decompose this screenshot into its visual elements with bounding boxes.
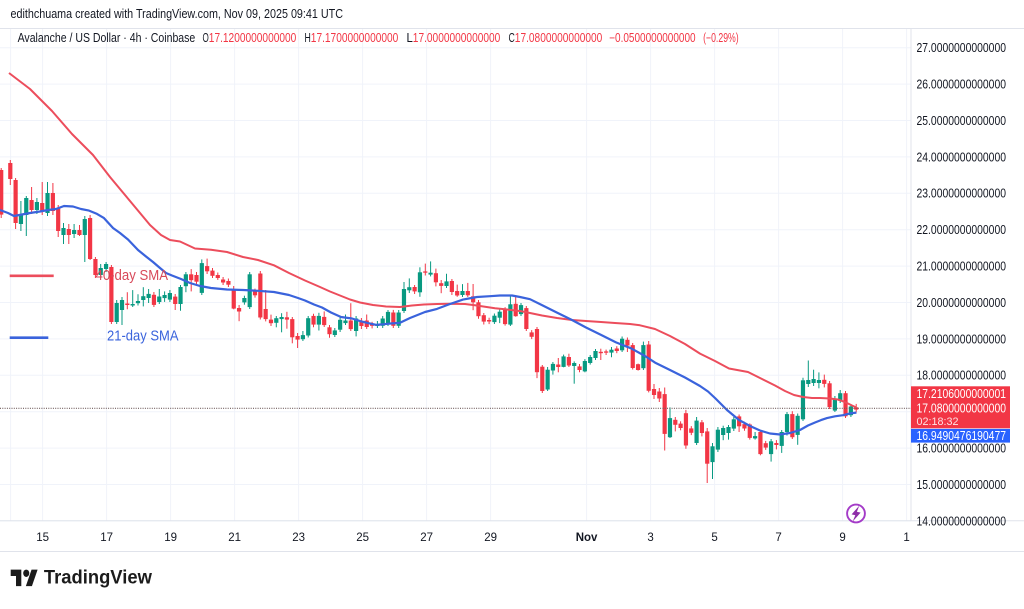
svg-text:27: 27 [420, 532, 433, 544]
svg-text:15.0000000000000: 15.0000000000000 [917, 478, 1007, 492]
svg-text:edithchuama created with Tradi: edithchuama created with TradingView.com… [11, 7, 344, 21]
svg-text:20.0000000000000: 20.0000000000000 [917, 296, 1007, 310]
svg-text:−0.0500000000000: −0.0500000000000 [609, 31, 695, 45]
svg-text:14.0000000000000: 14.0000000000000 [917, 514, 1007, 528]
svg-text:24.0000000000000: 24.0000000000000 [917, 150, 1007, 164]
svg-text:(−0.29%): (−0.29%) [703, 31, 739, 45]
svg-text:Avalanche / US Dollar · 4h · C: Avalanche / US Dollar · 4h · Coinbase [18, 31, 196, 45]
svg-text:1: 1 [903, 532, 909, 544]
svg-text:17.0800000000000: 17.0800000000000 [515, 31, 603, 45]
svg-text:7: 7 [775, 532, 781, 544]
svg-text:02:18:32: 02:18:32 [917, 416, 959, 428]
svg-text:40-day SMA: 40-day SMA [96, 267, 169, 284]
svg-text:21: 21 [228, 532, 241, 544]
svg-text:25: 25 [356, 532, 369, 544]
svg-text:17.1200000000000: 17.1200000000000 [209, 31, 297, 45]
svg-text:19.0000000000000: 19.0000000000000 [917, 332, 1007, 346]
svg-text:17.1700000000000: 17.1700000000000 [311, 31, 399, 45]
svg-text:L: L [407, 31, 413, 45]
svg-text:29: 29 [484, 532, 497, 544]
svg-text:Nov: Nov [576, 532, 598, 544]
svg-text:18.0000000000000: 18.0000000000000 [917, 369, 1007, 383]
svg-text:3: 3 [647, 532, 653, 544]
svg-text:17: 17 [100, 532, 113, 544]
svg-text:23.0000000000000: 23.0000000000000 [917, 187, 1007, 201]
svg-text:17.0000000000000: 17.0000000000000 [413, 31, 501, 45]
svg-text:27.0000000000000: 27.0000000000000 [917, 41, 1007, 55]
svg-text:5: 5 [711, 532, 717, 544]
svg-text:16.9490476190477: 16.9490476190477 [917, 429, 1007, 443]
svg-text:19: 19 [164, 532, 177, 544]
svg-text:17.2106000000001: 17.2106000000001 [917, 387, 1007, 401]
svg-text:26.0000000000000: 26.0000000000000 [917, 78, 1007, 92]
svg-text:16.0000000000000: 16.0000000000000 [917, 442, 1007, 456]
svg-text:9: 9 [839, 532, 845, 544]
svg-text:H: H [305, 31, 311, 45]
svg-text:23: 23 [292, 532, 305, 544]
svg-text:TradingView: TradingView [44, 567, 153, 589]
svg-text:25.0000000000000: 25.0000000000000 [917, 114, 1007, 128]
svg-text:15: 15 [36, 532, 49, 544]
svg-text:C: C [509, 31, 515, 45]
svg-text:17.0800000000000: 17.0800000000000 [917, 402, 1007, 416]
svg-text:O: O [203, 31, 209, 45]
svg-text:21-day SMA: 21-day SMA [107, 328, 179, 345]
svg-text:21.0000000000000: 21.0000000000000 [917, 260, 1007, 274]
svg-text:22.0000000000000: 22.0000000000000 [917, 223, 1007, 237]
